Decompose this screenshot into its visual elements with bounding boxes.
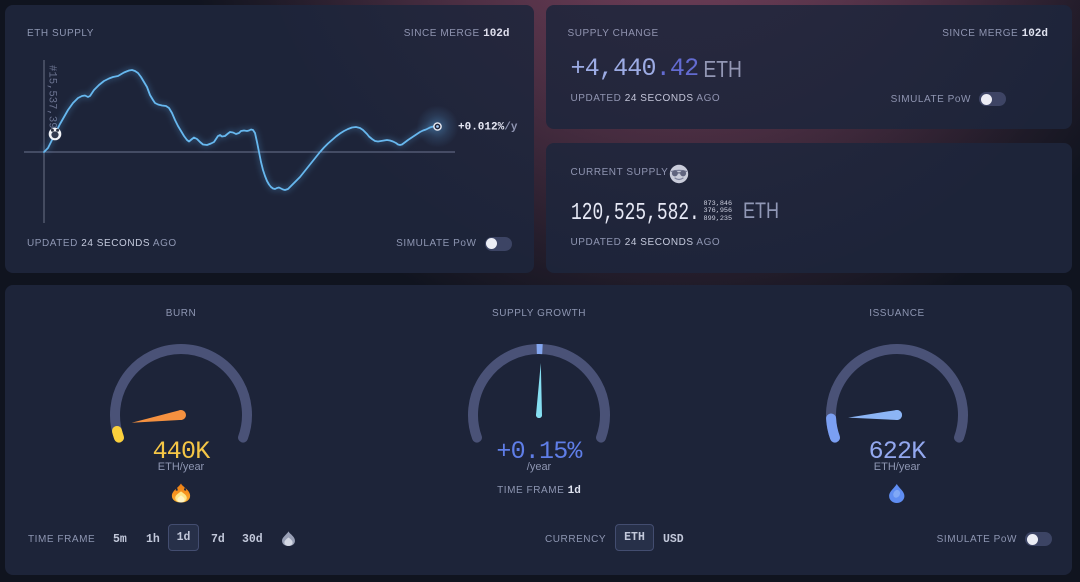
svg-text:+0.012%/y: +0.012%/y [458,122,518,134]
svg-text:#15,537,393: #15,537,393 [46,65,58,135]
